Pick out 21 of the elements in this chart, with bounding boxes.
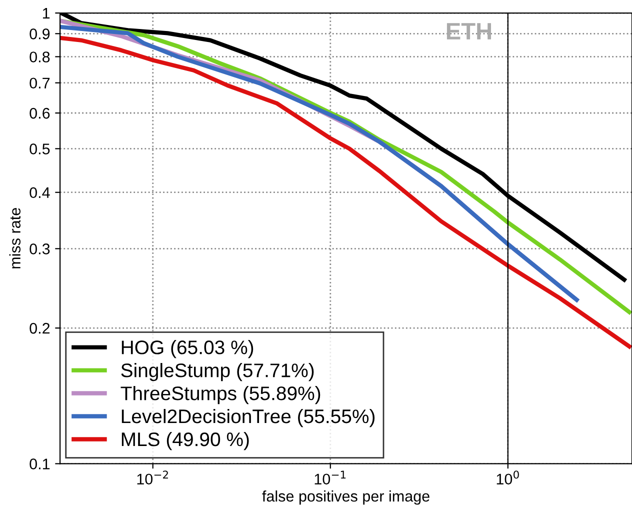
y-tick-label: 0.7 <box>30 78 50 89</box>
y-tick-label: 0.1 <box>30 458 50 470</box>
legend-label: Level2DecisionTree (55.55%) <box>122 408 375 428</box>
x-axis-title: false positives per image <box>262 490 430 505</box>
y-axis-title: miss rate <box>9 208 21 268</box>
annotation: ETH <box>446 23 492 40</box>
y-tick-label: 0.6 <box>30 108 50 119</box>
legend-label: HOG (65.03 %) <box>122 340 254 358</box>
y-tick-label: 0.2 <box>30 322 50 334</box>
y-tick-label: 0.8 <box>30 52 50 62</box>
legend-label: ThreeStumps (55.89%) <box>120 386 320 404</box>
y-tick-label: 0.3 <box>30 244 50 254</box>
y-tick-label: 0.4 <box>30 187 50 198</box>
legend-label: SingleStump (57.71%) <box>121 362 314 382</box>
y-tick-label: 0.5 <box>30 144 50 154</box>
x-tick-label: 10$^{−1}$ <box>314 470 346 485</box>
x-tick-label: 10$^{0}$ <box>496 470 519 485</box>
y-tick-label: 1 <box>42 8 50 19</box>
legend-label: MLS (49.90 %) <box>122 432 249 450</box>
x-tick-label: 10$^{−2}$ <box>137 470 168 485</box>
y-tick-label: 0.9 <box>30 28 50 40</box>
